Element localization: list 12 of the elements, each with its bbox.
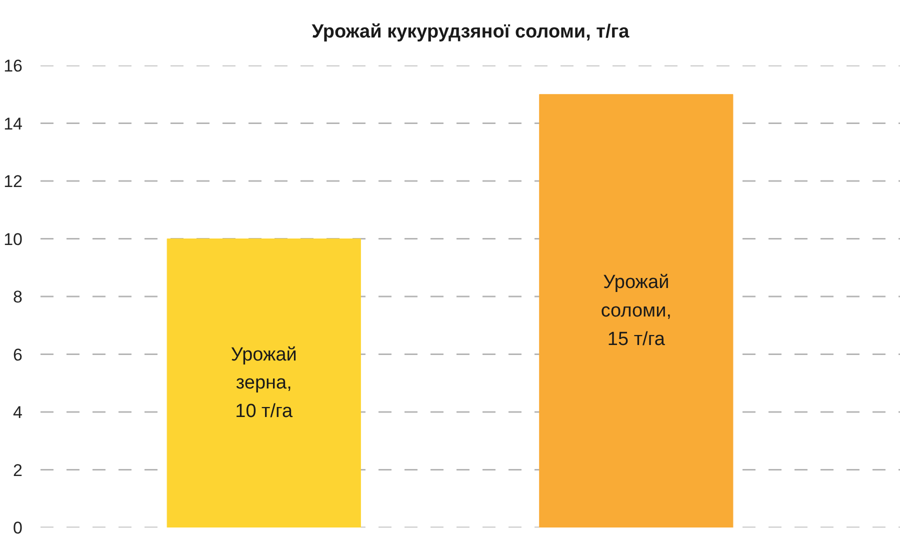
y-tick-label: 16 [4, 56, 23, 76]
y-tick-label: 12 [4, 172, 23, 191]
chart-title: Урожай кукурудзяної соломи, т/га [312, 22, 630, 42]
y-tick-label: 4 [13, 403, 23, 422]
y-tick-label: 10 [4, 230, 23, 249]
y-tick-label: 8 [13, 288, 23, 306]
data-label: Урожай зерна, 10 т/га [230, 344, 297, 422]
y-tick-label: 0 [13, 518, 23, 536]
y-tick-label: 14 [4, 114, 23, 134]
y-tick-label: 6 [13, 345, 23, 364]
y-tick-label: 2 [13, 460, 23, 480]
data-label: Урожай соломи, 15 т/га [600, 272, 672, 350]
